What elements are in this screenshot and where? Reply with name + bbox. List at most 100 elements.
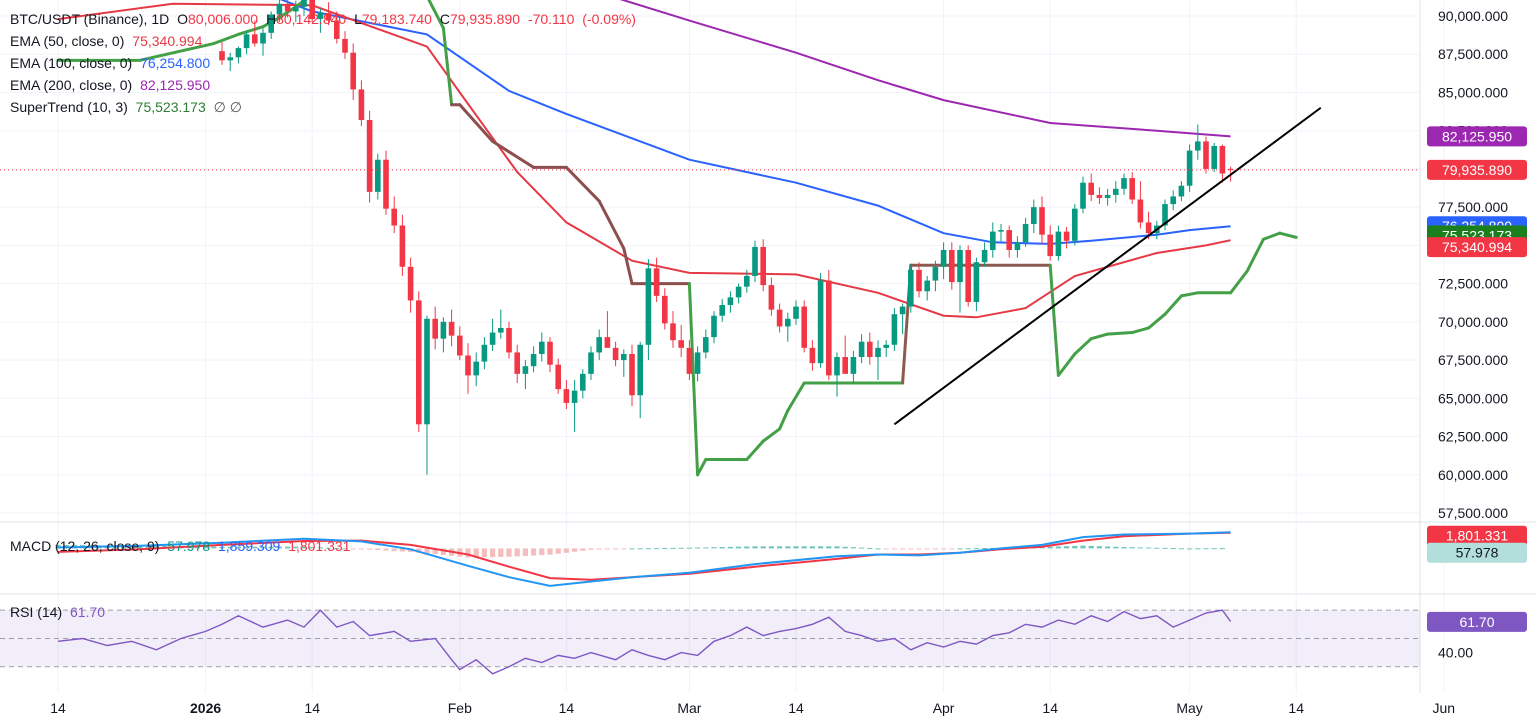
candle-body [514, 352, 520, 374]
price-tick-label: 87,500.000 [1438, 46, 1508, 62]
candle-body [711, 315, 717, 338]
supertrend-null-icons: ∅ ∅ [213, 99, 242, 115]
candle-body [293, 6, 299, 12]
ema-200-legend[interactable]: EMA (200, close, 0) 82,125.950 [10, 77, 214, 93]
price-tick-label: 57,500.000 [1438, 505, 1508, 521]
candle-body [686, 347, 693, 374]
supertrend-segment [212, 32, 240, 46]
ema-50-legend[interactable]: EMA (50, close, 0) 75,340.994 [10, 33, 206, 49]
macd-histogram-bar [1080, 545, 1086, 549]
macd-histogram-bar [342, 548, 348, 550]
candle-body [580, 373, 586, 391]
candle-body [325, 12, 332, 21]
price-label-bg [1427, 237, 1527, 258]
macd-legend[interactable]: MACD (12, 26, close, 9) 57.978 1,859.309… [10, 538, 354, 554]
candle-body [867, 341, 873, 358]
macd-histogram-bar [1137, 547, 1143, 549]
rsi-legend[interactable]: RSI (14) 61.70 [10, 604, 109, 620]
macd-histogram-bar [375, 548, 381, 551]
macd-histogram-bar [252, 546, 258, 549]
macd-histogram-bar [736, 546, 742, 549]
macd-histogram-bar [670, 547, 676, 549]
time-tick-label: 14 [304, 700, 320, 716]
ema-50-label: EMA (50, close, 0) [10, 33, 125, 49]
time-tick-label: May [1176, 700, 1202, 716]
candle-body [383, 159, 389, 209]
macd-histogram-bar [350, 548, 356, 550]
macd-histogram-bar [522, 548, 528, 556]
candle-body [391, 208, 397, 226]
candle-body [940, 249, 947, 267]
macd-histogram-bar [285, 546, 291, 549]
candle-body [1088, 182, 1094, 195]
symbol-title[interactable]: BTC/USDT (Binance), 1D [10, 11, 170, 27]
candle-body [1170, 196, 1176, 205]
macd-histogram-bar [711, 547, 717, 549]
supertrend-segment [491, 139, 536, 169]
candle-body [358, 89, 365, 120]
ema-100-legend[interactable]: EMA (100, close, 0) 76,254.800 [10, 55, 214, 71]
macd-histogram-bar [211, 546, 217, 549]
macd-histogram-bar [293, 546, 299, 549]
candle-body [1129, 178, 1135, 200]
macd-histogram-bar [629, 548, 635, 550]
price-axis[interactable]: 90,000.00087,500.00085,000.00082,500.000… [1438, 8, 1508, 661]
time-axis[interactable]: 14 2026 14 Feb 14 Mar 14 Apr 14 May 14 Jun [50, 700, 1455, 716]
ema-50-line [57, 2, 1231, 319]
macd-histogram-bar [596, 548, 602, 550]
supertrend-value: 75,523.173 [135, 99, 206, 115]
macd-histogram-bar [941, 548, 947, 550]
candle-body [1014, 242, 1021, 250]
candle-body [309, 0, 315, 20]
macd-histogram-bar [859, 547, 865, 549]
supertrend-legend[interactable]: SuperTrend (10, 3) 75,523.173 ∅ ∅ [10, 99, 246, 116]
macd-histogram-bar [621, 548, 627, 550]
macd-histogram-bar [367, 548, 373, 550]
candle-body [1104, 194, 1111, 198]
macd-label: MACD (12, 26, close, 9) [10, 538, 160, 554]
time-tick-label: Mar [677, 700, 701, 716]
candle-body [1211, 145, 1217, 169]
macd-histogram-bar [818, 546, 824, 549]
supertrend-segment [564, 165, 601, 203]
supertrend-segment [745, 439, 765, 461]
price-pane [0, 0, 1420, 477]
ema-100-value: 76,254.800 [140, 55, 211, 71]
macd-histogram-bar [982, 547, 988, 549]
candle-body [424, 318, 430, 425]
trendline-path [893, 106, 1322, 426]
candle-body [817, 280, 824, 364]
macd-histogram-bar [309, 547, 315, 549]
macd-histogram-bar [260, 546, 266, 549]
supertrend-segment [687, 282, 700, 477]
macd-histogram-bar [924, 548, 930, 550]
candle-body [1145, 222, 1152, 234]
macd-histogram-bar [506, 548, 512, 557]
candle-body [432, 318, 438, 339]
macd-histogram-bar [391, 548, 397, 551]
candle-body [727, 297, 734, 306]
candle-body [342, 38, 348, 53]
candle-body [350, 52, 356, 90]
macd-histogram-bar [317, 547, 323, 549]
supertrend-segment [778, 409, 790, 431]
candle-body [1178, 185, 1185, 197]
price-tick-label: 65,000.000 [1438, 390, 1508, 406]
macd-histogram-bar [834, 546, 840, 549]
macd-histogram-bar [465, 548, 471, 558]
macd-histogram-bar [678, 547, 684, 549]
candle-body [227, 57, 233, 61]
price-tick-label: 77,500.000 [1438, 199, 1508, 215]
price-tick-label: 72,500.000 [1438, 276, 1508, 292]
candle-body [1113, 188, 1119, 195]
macd-histogram-bar [1055, 546, 1061, 549]
ema-200-value: 82,125.950 [140, 77, 211, 93]
macd-histogram-bar [481, 548, 487, 558]
candle-body [694, 352, 701, 374]
rsi-value-label-bg [1427, 611, 1527, 632]
macd-histogram-bar [1121, 547, 1127, 549]
time-tick-label: 14 [1288, 700, 1304, 716]
candle-body [539, 341, 545, 354]
ohlc-high: 80,142.840 [276, 11, 347, 27]
candle-body [399, 225, 406, 267]
